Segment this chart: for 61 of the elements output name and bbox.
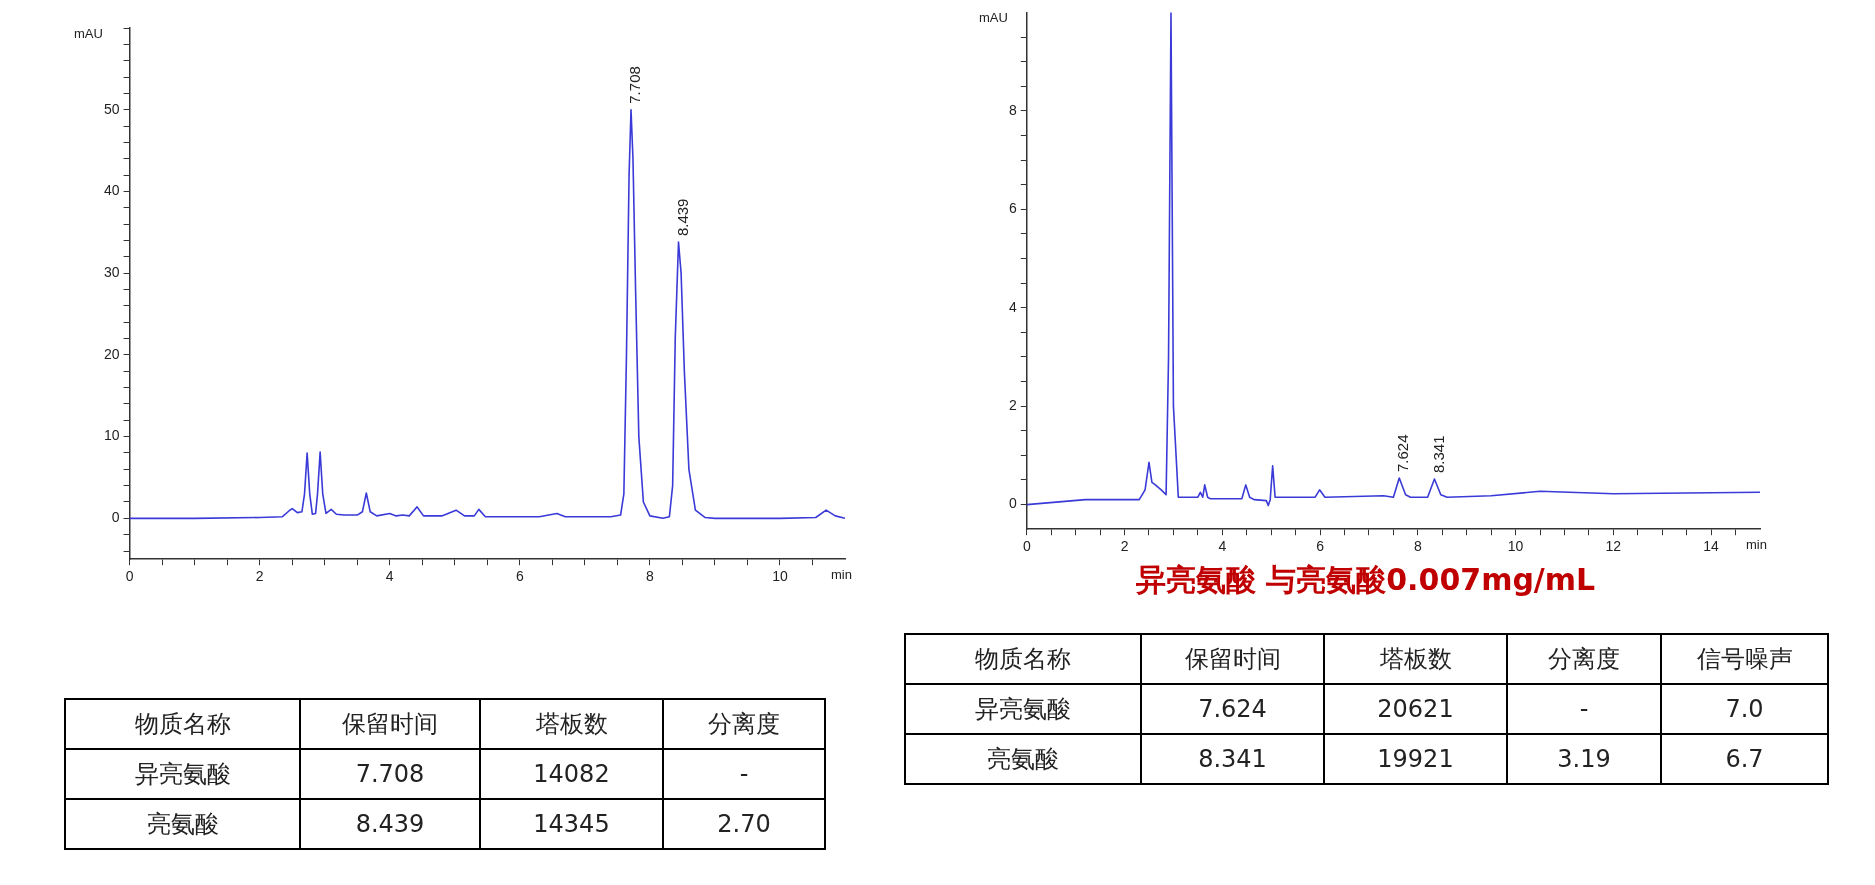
y-tick-label: 10 <box>103 427 120 444</box>
y-tick-label: 0 <box>1008 495 1017 512</box>
annotation: 8.439 <box>673 198 691 237</box>
text: 物质名称 <box>905 634 1141 684</box>
category-label: 分离度 <box>1507 634 1661 684</box>
category-label: 亮氨酸 <box>987 745 1059 773</box>
x-tick-label: 4 <box>1218 538 1227 555</box>
text: 7.708 <box>355 760 425 788</box>
y-tick-label: 4 <box>1008 298 1017 315</box>
category-label: 异亮氨酸 <box>975 695 1071 723</box>
text: 14345 <box>533 810 610 838</box>
text: 8.439 <box>355 810 425 838</box>
category-label: 分离度 <box>663 699 825 749</box>
category-label: 保留时间 <box>300 699 480 749</box>
annotation: 7.624 <box>1394 434 1412 473</box>
text: - <box>1579 695 1589 723</box>
x-tick-label: 0 <box>125 568 134 585</box>
category-label: 信号噪声 <box>1661 634 1828 684</box>
y-tick-label: 8 <box>1008 101 1017 118</box>
text: 异亮氨酸 与亮氨酸0.007mg/mL <box>1134 561 1597 599</box>
x-tick-label: 0 <box>1022 538 1031 555</box>
category-label: 亮氨酸 <box>146 810 219 838</box>
x-tick-label: 10 <box>772 568 788 585</box>
category-label: 塔板数 <box>480 699 663 749</box>
category-label: 塔板数 <box>1324 634 1507 684</box>
text: - <box>739 760 749 788</box>
text: 7.0 <box>1725 695 1764 723</box>
text: 7.624 <box>1198 695 1267 723</box>
text: 20621 <box>1377 695 1454 723</box>
x-tick-label: 4 <box>385 568 394 585</box>
category-label: 异亮氨酸 <box>134 760 231 788</box>
x-tick-label: 2 <box>255 568 264 585</box>
text: 2.70 <box>717 810 771 838</box>
text: 3.19 <box>1557 745 1611 773</box>
x-tick-label: 10 <box>1507 538 1524 555</box>
y-tick-label: 6 <box>1008 200 1017 217</box>
text: 物质名称 <box>65 699 300 749</box>
x-tick-label: 8 <box>645 568 654 585</box>
text: 14082 <box>533 760 610 788</box>
y-tick-label: 40 <box>103 182 120 199</box>
text: 6.7 <box>1725 745 1764 773</box>
x-axis-title: min <box>1746 537 1767 553</box>
y-axis-title: mAU <box>979 9 1008 25</box>
text: 19921 <box>1377 745 1454 773</box>
x-tick-label: 2 <box>1120 538 1129 555</box>
text: 8.341 <box>1198 745 1267 773</box>
x-tick-label: 6 <box>515 568 524 585</box>
y-axis-title: mAU <box>74 25 103 41</box>
annotation: 8.341 <box>1429 435 1447 473</box>
y-tick-label: 2 <box>1008 397 1017 414</box>
y-tick-label: 30 <box>103 264 120 281</box>
x-tick-label: 8 <box>1413 538 1422 555</box>
annotation: 7.708 <box>626 66 644 104</box>
x-tick-label: 14 <box>1703 538 1720 555</box>
category-label: 保留时间 <box>1141 634 1324 684</box>
x-tick-label: 6 <box>1316 538 1325 555</box>
y-tick-label: 20 <box>103 345 120 362</box>
x-tick-label: 12 <box>1605 538 1622 555</box>
x-axis-title: min <box>831 567 852 583</box>
y-tick-label: 0 <box>111 509 120 526</box>
y-tick-label: 50 <box>103 100 120 117</box>
